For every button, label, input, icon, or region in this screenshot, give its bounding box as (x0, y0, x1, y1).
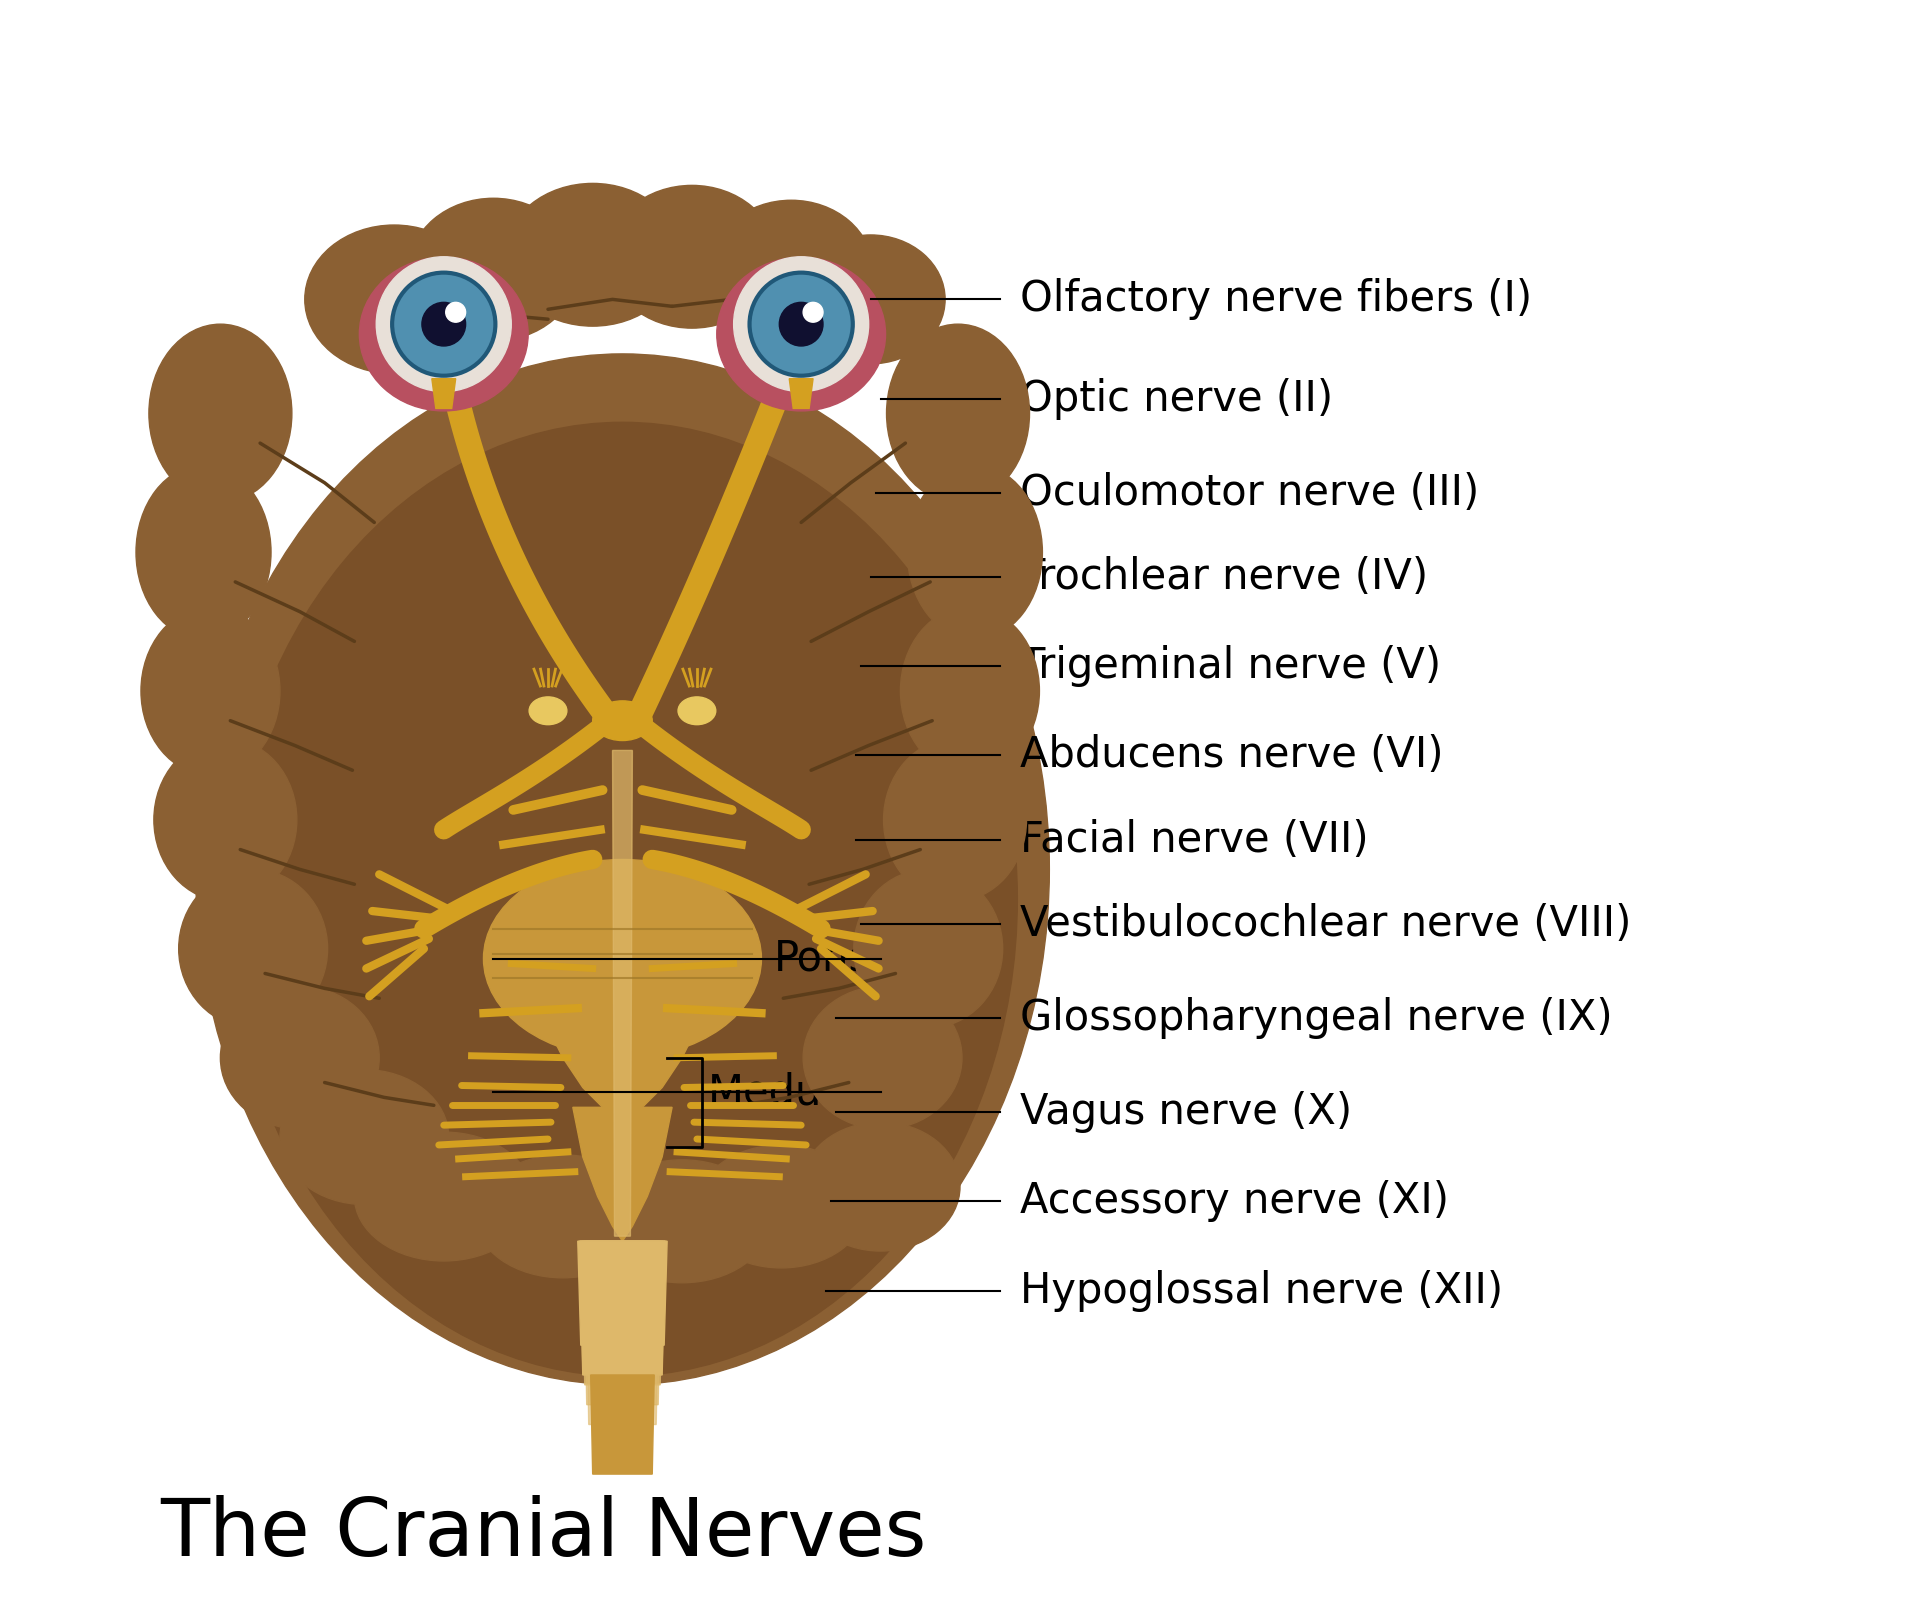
Ellipse shape (595, 1160, 770, 1283)
Text: Vestibulocochlear nerve (VIII): Vestibulocochlear nerve (VIII) (1020, 902, 1630, 946)
Circle shape (733, 256, 868, 392)
Ellipse shape (530, 698, 566, 725)
Ellipse shape (887, 325, 1029, 502)
Polygon shape (572, 1107, 672, 1242)
Ellipse shape (355, 1133, 534, 1261)
Ellipse shape (221, 986, 380, 1130)
Polygon shape (580, 1242, 664, 1365)
Ellipse shape (305, 226, 484, 374)
Polygon shape (586, 1242, 659, 1424)
Text: Medulla: Medulla (708, 1072, 870, 1114)
Ellipse shape (359, 258, 528, 411)
Polygon shape (578, 1242, 666, 1346)
Text: Facial nerve (VII): Facial nerve (VII) (1020, 819, 1369, 861)
Ellipse shape (697, 1146, 866, 1267)
Circle shape (376, 256, 511, 392)
Polygon shape (591, 1374, 655, 1474)
Ellipse shape (803, 986, 962, 1130)
Text: Abducens nerve (VI): Abducens nerve (VI) (1020, 734, 1444, 776)
Ellipse shape (154, 739, 298, 901)
Ellipse shape (196, 354, 1050, 1386)
Polygon shape (432, 379, 455, 408)
Polygon shape (580, 1242, 664, 1374)
Ellipse shape (801, 1122, 960, 1251)
Ellipse shape (607, 186, 776, 328)
Ellipse shape (900, 606, 1039, 776)
Circle shape (803, 302, 824, 322)
Text: Trigeminal nerve (V): Trigeminal nerve (V) (1020, 645, 1442, 686)
Ellipse shape (409, 198, 578, 341)
Text: The Cranial Nerves: The Cranial Nerves (159, 1494, 925, 1573)
Ellipse shape (716, 258, 885, 411)
Ellipse shape (797, 235, 945, 363)
Circle shape (445, 302, 467, 322)
Polygon shape (789, 379, 812, 408)
Text: Oculomotor nerve (III): Oculomotor nerve (III) (1020, 472, 1478, 514)
Circle shape (751, 275, 851, 374)
Ellipse shape (678, 698, 716, 725)
Text: Trochlear nerve (IV): Trochlear nerve (IV) (1020, 555, 1428, 598)
Ellipse shape (505, 184, 680, 326)
Ellipse shape (854, 869, 1002, 1029)
Ellipse shape (593, 701, 653, 741)
Ellipse shape (228, 422, 1018, 1376)
Ellipse shape (883, 739, 1027, 901)
Ellipse shape (484, 859, 762, 1058)
Ellipse shape (280, 1070, 449, 1205)
Polygon shape (612, 750, 632, 1237)
Ellipse shape (136, 466, 271, 640)
Polygon shape (534, 979, 712, 1117)
Text: Pons: Pons (774, 938, 870, 979)
Text: Glossopharyngeal nerve (IX): Glossopharyngeal nerve (IX) (1020, 997, 1613, 1038)
Ellipse shape (179, 869, 328, 1029)
Ellipse shape (476, 1155, 651, 1278)
Circle shape (422, 302, 467, 346)
Text: Olfactory nerve fibers (I): Olfactory nerve fibers (I) (1020, 278, 1532, 320)
Ellipse shape (140, 606, 280, 776)
Ellipse shape (908, 466, 1043, 640)
Text: Hypoglossal nerve (XII): Hypoglossal nerve (XII) (1020, 1270, 1503, 1312)
Text: Vagus nerve (X): Vagus nerve (X) (1020, 1091, 1352, 1133)
Ellipse shape (710, 200, 872, 339)
Ellipse shape (150, 325, 292, 502)
Circle shape (780, 302, 824, 346)
Text: Accessory nerve (XI): Accessory nerve (XI) (1020, 1181, 1448, 1222)
Polygon shape (582, 1242, 662, 1386)
Polygon shape (584, 1242, 660, 1405)
Text: Optic nerve (II): Optic nerve (II) (1020, 378, 1332, 419)
Circle shape (394, 275, 493, 374)
